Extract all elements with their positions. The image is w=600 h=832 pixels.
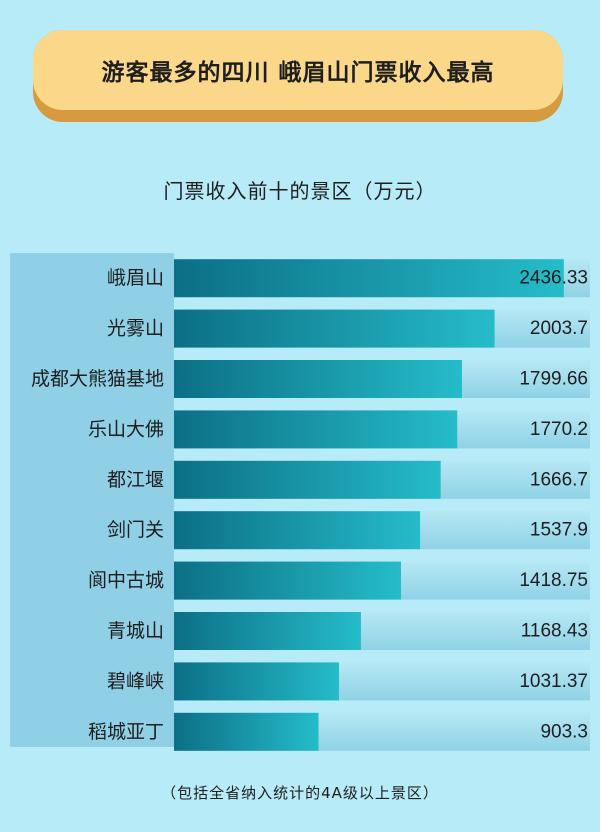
category-label: 剑门关 <box>107 519 164 541</box>
category-label: 碧峰峡 <box>107 670 164 692</box>
category-label: 成都大熊猫基地 <box>31 368 164 390</box>
bar <box>174 360 462 398</box>
value-label: 1770.2 <box>530 419 588 440</box>
chart-title: 门票收入前十的景区（万元） <box>163 179 437 203</box>
bar <box>174 309 495 348</box>
value-label: 903.3 <box>540 721 588 742</box>
bar <box>174 561 401 600</box>
category-label: 都江堰 <box>107 469 164 491</box>
category-label: 稻城亚丁 <box>88 721 164 743</box>
bar <box>174 259 564 298</box>
category-label: 青城山 <box>107 620 164 642</box>
value-label: 1168.43 <box>521 621 588 642</box>
bar <box>174 712 319 751</box>
footnote: （包括全省纳入统计的4A级以上景区） <box>161 784 439 802</box>
value-label: 2436.33 <box>519 268 588 289</box>
bar <box>174 460 441 499</box>
value-label: 2003.7 <box>530 318 588 339</box>
category-label: 光雾山 <box>107 318 164 340</box>
value-label: 1537.9 <box>530 520 588 541</box>
page-title: 游客最多的四川 峨眉山门票收入最高 <box>101 60 495 86</box>
bar <box>174 662 340 701</box>
value-label: 1031.37 <box>519 671 588 692</box>
category-label: 阆中古城 <box>88 570 164 592</box>
value-label: 1666.7 <box>530 469 588 490</box>
value-label: 1799.66 <box>519 369 588 390</box>
title-banner: 游客最多的四川 峨眉山门票收入最高 <box>33 30 563 110</box>
category-label: 峨眉山 <box>107 267 164 289</box>
bar <box>174 410 458 449</box>
bar <box>174 612 361 650</box>
category-label-column <box>10 253 174 747</box>
value-label: 1418.75 <box>519 570 588 591</box>
bar <box>174 511 421 550</box>
category-label: 乐山大佛 <box>88 418 164 440</box>
